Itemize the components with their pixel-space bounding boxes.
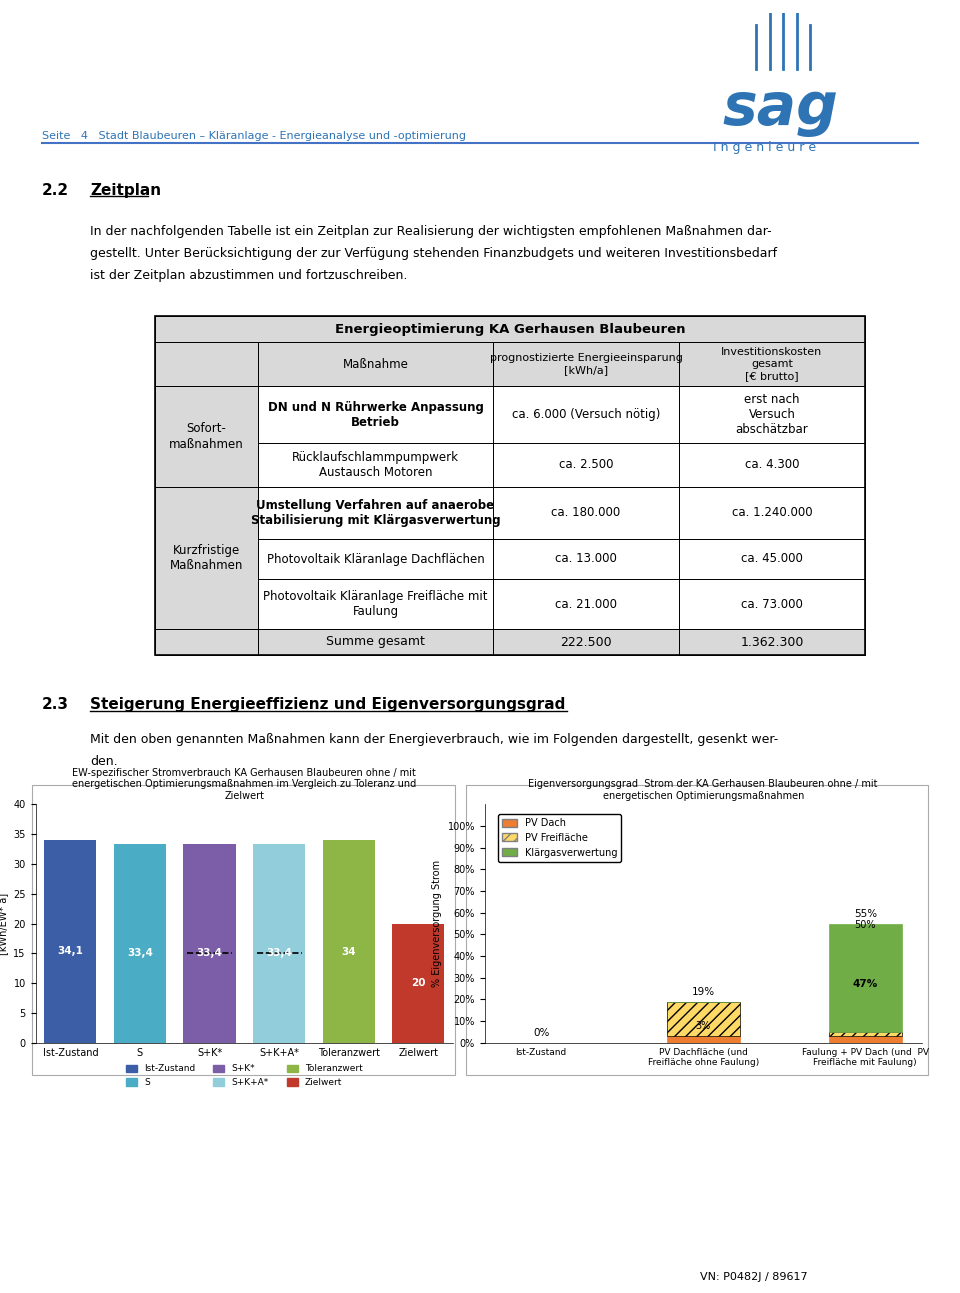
Text: Seite   4   Stadt Blaubeuren – Kläranlage - Energieanalyse und -optimierung: Seite 4 Stadt Blaubeuren – Kläranlage - … — [42, 131, 466, 141]
Bar — [44, 839, 96, 1042]
Bar — [466, 785, 928, 1074]
Text: Photovoltaik Kläranlage Dachflächen: Photovoltaik Kläranlage Dachflächen — [267, 552, 485, 565]
Text: prognostizierte Energieeinsparung
[kWh/a]: prognostizierte Energieeinsparung [kWh/a… — [490, 353, 683, 375]
Y-axis label: % Eigenversorgung Strom: % Eigenversorgung Strom — [432, 860, 442, 987]
Bar — [258, 443, 493, 487]
Text: Maßnahme: Maßnahme — [343, 357, 408, 371]
Bar — [493, 387, 679, 443]
Text: 34: 34 — [342, 946, 356, 957]
Text: ca. 2.500: ca. 2.500 — [559, 459, 613, 472]
Text: erst nach
Versuch
abschätzbar: erst nach Versuch abschätzbar — [735, 393, 808, 436]
Bar — [679, 628, 865, 656]
Text: ca. 45.000: ca. 45.000 — [741, 552, 803, 565]
Text: Mit den oben genannten Maßnahmen kann der Energieverbrauch, wie im Folgenden dar: Mit den oben genannten Maßnahmen kann de… — [90, 733, 779, 746]
Bar — [493, 539, 679, 579]
Text: 55%: 55% — [853, 909, 876, 919]
Text: 0%: 0% — [533, 1028, 549, 1038]
Bar — [155, 315, 865, 656]
Text: Umstellung Verfahren auf anaerobe
Stabilisierung mit Klärgasverwertung: Umstellung Verfahren auf anaerobe Stabil… — [251, 499, 500, 528]
Text: Summe gesamt: Summe gesamt — [326, 635, 425, 649]
Bar — [258, 343, 493, 387]
Bar — [258, 539, 493, 579]
Text: sag: sag — [723, 80, 839, 137]
Bar — [32, 785, 455, 1074]
Text: 2.3: 2.3 — [42, 697, 69, 712]
Bar — [679, 443, 865, 487]
Text: Photovoltaik Kläranlage Freifläche mit
Faulung: Photovoltaik Kläranlage Freifläche mit F… — [263, 590, 488, 618]
Text: ca. 13.000: ca. 13.000 — [555, 552, 617, 565]
Text: den.: den. — [90, 755, 118, 768]
Text: In der nachfolgenden Tabelle ist ein Zeitplan zur Realisierung der wichtigsten e: In der nachfolgenden Tabelle ist ein Zei… — [90, 225, 772, 238]
Text: 20: 20 — [411, 978, 425, 988]
Text: Kurzfristige
Maßnahmen: Kurzfristige Maßnahmen — [170, 544, 243, 572]
Bar — [253, 844, 305, 1042]
Text: 222.500: 222.500 — [561, 635, 612, 649]
Bar — [493, 343, 679, 387]
Text: 33,4: 33,4 — [266, 948, 292, 958]
Bar — [679, 539, 865, 579]
Text: ca. 180.000: ca. 180.000 — [551, 507, 620, 520]
Bar — [258, 579, 493, 628]
Text: Energieoptimierung KA Gerhausen Blaubeuren: Energieoptimierung KA Gerhausen Blaubeur… — [335, 322, 685, 335]
Text: VN: P0482J / 89617: VN: P0482J / 89617 — [700, 1272, 807, 1281]
Text: Investitionskosten
gesamt
[€ brutto]: Investitionskosten gesamt [€ brutto] — [721, 348, 823, 380]
Bar — [183, 844, 235, 1042]
Text: 34,1: 34,1 — [58, 946, 84, 957]
Bar — [493, 579, 679, 628]
Text: ist der Zeitplan abzustimmen und fortzuschreiben.: ist der Zeitplan abzustimmen und fortzus… — [90, 269, 407, 282]
Text: 33,4: 33,4 — [197, 948, 223, 958]
Bar — [667, 1036, 739, 1042]
Text: ca. 21.000: ca. 21.000 — [555, 597, 617, 610]
Text: gestellt. Unter Berücksichtigung der zur Verfügung stehenden Finanzbudgets und w: gestellt. Unter Berücksichtigung der zur… — [90, 247, 778, 260]
Bar — [258, 387, 493, 443]
Bar — [155, 628, 258, 656]
Bar — [679, 579, 865, 628]
Text: ca. 4.300: ca. 4.300 — [745, 459, 800, 472]
Bar — [155, 487, 258, 628]
Bar — [258, 487, 493, 539]
Text: 33,4: 33,4 — [127, 948, 153, 958]
Bar — [155, 343, 258, 387]
Bar — [679, 387, 865, 443]
Text: ca. 1.240.000: ca. 1.240.000 — [732, 507, 812, 520]
Bar — [679, 343, 865, 387]
Bar — [493, 443, 679, 487]
Legend: Ist-Zustand, S, S+K*, S+K+A*, Toleranzwert, Zielwert: Ist-Zustand, S, S+K*, S+K+A*, Toleranzwe… — [123, 1060, 366, 1090]
Text: 2.2: 2.2 — [42, 184, 69, 198]
Text: I n g e n i e u r e: I n g e n i e u r e — [712, 141, 816, 154]
Y-axis label: [kWh/EW* a]: [kWh/EW* a] — [0, 892, 8, 954]
Text: Sofort-
maßnahmen: Sofort- maßnahmen — [169, 423, 244, 450]
Text: DN und N Rührwerke Anpassung
Betrieb: DN und N Rührwerke Anpassung Betrieb — [268, 401, 484, 428]
Text: ca. 6.000 (Versuch nötig): ca. 6.000 (Versuch nötig) — [512, 409, 660, 422]
Bar — [258, 628, 493, 656]
Text: ca. 73.000: ca. 73.000 — [741, 597, 803, 610]
Bar — [828, 923, 901, 1032]
Text: 1.362.300: 1.362.300 — [740, 635, 804, 649]
Bar — [667, 1002, 739, 1036]
Title: Eigenversorgungsgrad  Strom der KA Gerhausen Blaubeuren ohne / mit
energetischen: Eigenversorgungsgrad Strom der KA Gerhau… — [528, 780, 878, 800]
Text: Rücklaufschlammpumpwerk
Austausch Motoren: Rücklaufschlammpumpwerk Austausch Motore… — [292, 451, 459, 478]
Bar — [493, 628, 679, 656]
Text: 19%: 19% — [691, 987, 715, 997]
Legend: PV Dach, PV Freifläche, Klärgasverwertung: PV Dach, PV Freifläche, Klärgasverwertun… — [498, 815, 621, 861]
Bar — [114, 844, 166, 1042]
Text: 47%: 47% — [852, 979, 877, 989]
Bar — [155, 315, 865, 343]
Bar — [493, 487, 679, 539]
Text: Zeitplan: Zeitplan — [90, 184, 161, 198]
Text: 3%: 3% — [696, 1020, 710, 1031]
Bar — [828, 1036, 901, 1042]
Text: 50%: 50% — [854, 921, 876, 930]
Bar — [828, 1032, 901, 1036]
Bar — [393, 923, 444, 1042]
Bar — [155, 387, 258, 487]
Title: EW-spezifischer Stromverbrauch KA Gerhausen Blaubeuren ohne / mit
energetischen : EW-spezifischer Stromverbrauch KA Gerhau… — [72, 768, 417, 800]
Bar — [323, 840, 374, 1042]
Text: Steigerung Energieeffizienz und Eigenversorgungsgrad: Steigerung Energieeffizienz und Eigenver… — [90, 697, 565, 712]
Bar — [679, 487, 865, 539]
